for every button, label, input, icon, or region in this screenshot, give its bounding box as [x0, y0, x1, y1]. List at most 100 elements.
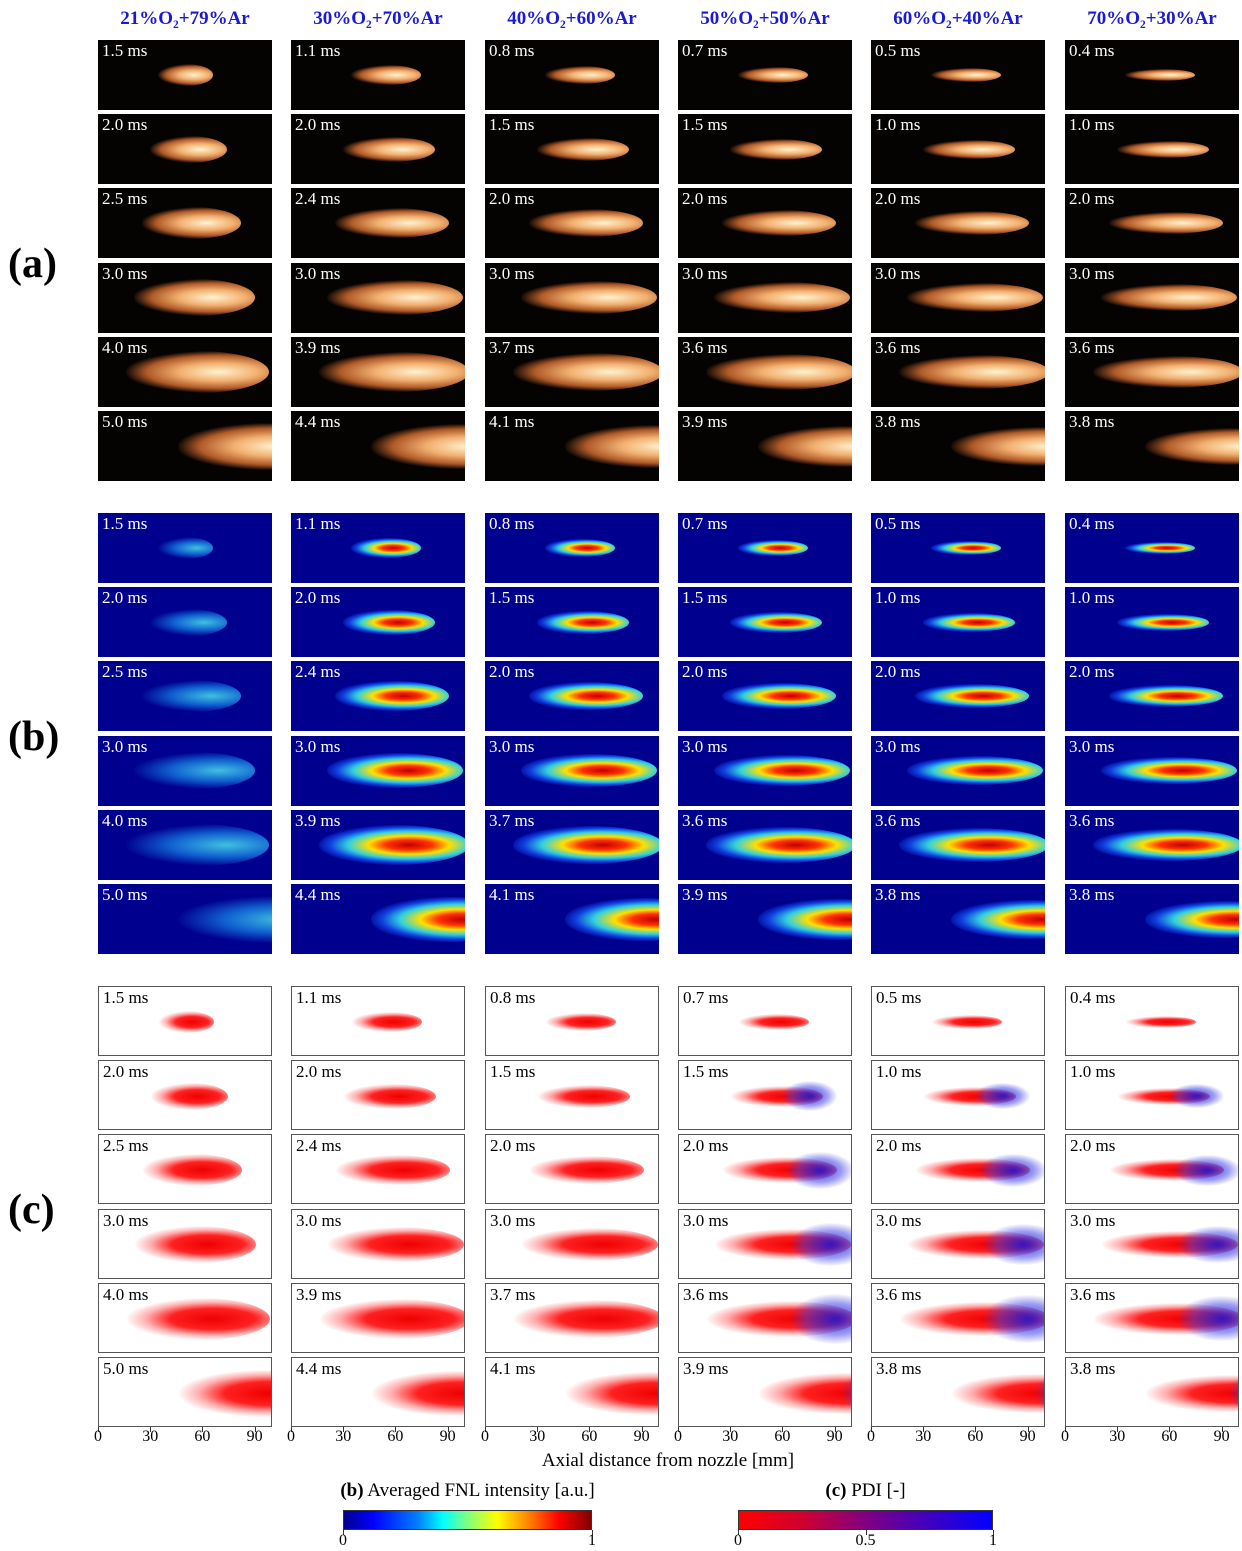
image-cell: 3.0 ms: [98, 262, 272, 333]
flame: [1145, 427, 1239, 465]
flame: [179, 1369, 271, 1417]
time-label: 3.6 ms: [876, 1284, 922, 1304]
image-cell: 3.9 ms: [678, 1357, 852, 1427]
image-cell: 3.6 ms: [871, 336, 1045, 407]
image-cell: 1.5 ms: [485, 587, 659, 658]
image-cell: 0.7 ms: [678, 513, 852, 583]
flame: [907, 283, 1043, 313]
flame-blue: [1176, 1225, 1238, 1264]
flame: [923, 139, 1015, 159]
image-cell: 3.6 ms: [871, 1282, 1045, 1353]
x-tick-mark: [150, 1427, 152, 1432]
flame: [738, 67, 808, 83]
image-cell: 3.6 ms: [678, 809, 852, 880]
flame: [566, 1371, 658, 1415]
time-label: 2.0 ms: [875, 662, 921, 682]
flame: [952, 1373, 1044, 1413]
time-label: 1.1 ms: [295, 514, 341, 533]
image-cell: 0.7 ms: [678, 40, 852, 110]
flame: [931, 68, 1001, 82]
image-cell: 2.0 ms: [485, 188, 659, 259]
flame: [738, 540, 808, 556]
time-label: 2.0 ms: [682, 662, 728, 682]
time-label: 1.0 ms: [875, 115, 921, 135]
time-label: 2.0 ms: [490, 1136, 536, 1156]
x-tick-label: 0: [867, 1428, 875, 1445]
time-label: 2.4 ms: [295, 662, 341, 682]
time-label: 1.5 ms: [682, 115, 728, 135]
time-label: 0.5 ms: [876, 988, 922, 1007]
flame: [159, 1011, 214, 1033]
time-label: 4.4 ms: [296, 1359, 342, 1378]
time-label: 1.0 ms: [1069, 115, 1115, 135]
image-cell: 3.8 ms: [871, 411, 1045, 481]
image-cell: 4.1 ms: [485, 1357, 659, 1427]
colorbar-tick: [343, 1530, 344, 1535]
image-cell: 2.0 ms: [871, 1134, 1045, 1205]
flame: [951, 899, 1045, 939]
x-tick-label: 60: [581, 1428, 598, 1445]
image-cell: 1.0 ms: [1065, 587, 1239, 658]
colorbar: [343, 1510, 592, 1530]
x-tick-mark: [589, 1427, 591, 1432]
colorbar-label: PDI [-]: [846, 1480, 906, 1501]
image-cell: 3.8 ms: [1065, 1357, 1239, 1427]
x-tick-label: 60: [387, 1428, 404, 1445]
x-tick-mark: [923, 1427, 925, 1432]
time-label: 1.5 ms: [683, 1062, 729, 1082]
time-label: 3.9 ms: [295, 810, 341, 830]
image-cell: 3.7 ms: [485, 809, 659, 880]
flame: [907, 756, 1043, 786]
flame: [1109, 685, 1223, 708]
image-cell: 0.8 ms: [485, 513, 659, 583]
flame: [1101, 757, 1237, 785]
flame-blue: [1168, 1084, 1224, 1109]
image-cell: 4.4 ms: [291, 411, 465, 481]
time-label: 3.8 ms: [875, 885, 921, 904]
flame: [529, 209, 643, 238]
flame: [730, 138, 822, 160]
flame: [351, 65, 421, 85]
flame: [135, 1226, 256, 1264]
time-label: 1.0 ms: [875, 588, 921, 608]
flame: [371, 423, 465, 469]
flame: [178, 422, 272, 470]
x-tick-mark: [782, 1427, 784, 1432]
x-tick-mark: [1117, 1427, 1119, 1432]
time-label: 4.0 ms: [103, 1284, 149, 1304]
flame: [336, 1155, 450, 1186]
colorbar-title: (c) PDI [-]: [825, 1480, 905, 1502]
flame: [1093, 828, 1239, 861]
x-tick-label: 60: [774, 1428, 791, 1445]
x-tick-label: 0: [94, 1428, 102, 1445]
image-cell: 3.6 ms: [871, 809, 1045, 880]
colorbar-tick: [592, 1530, 593, 1535]
time-label: 3.9 ms: [682, 412, 728, 431]
flame: [1117, 613, 1209, 631]
flame: [352, 1012, 422, 1032]
flame: [126, 350, 269, 393]
flame: [158, 537, 213, 559]
flame-blue: [982, 1224, 1044, 1265]
x-tick-label: 90: [826, 1428, 843, 1445]
flame-blue: [789, 1222, 851, 1267]
image-cell: 2.0 ms: [98, 587, 272, 658]
flame: [722, 683, 836, 710]
time-label: 5.0 ms: [102, 885, 148, 904]
image-cell: 3.0 ms: [678, 262, 852, 333]
flame: [1125, 69, 1195, 81]
flame-blue: [1172, 1154, 1238, 1186]
panel-label: (b): [8, 714, 60, 760]
colorbar-tick-label: 1: [588, 1532, 596, 1549]
image-cell: 0.5 ms: [871, 513, 1045, 583]
image-cell: 5.0 ms: [98, 884, 272, 954]
flame: [142, 680, 241, 713]
flame: [706, 826, 852, 863]
flame: [537, 137, 629, 161]
x-tick-mark: [678, 1427, 679, 1432]
x-tick-label: 30: [915, 1428, 932, 1445]
x-tick-label: 30: [722, 1428, 739, 1445]
time-label: 3.9 ms: [683, 1359, 729, 1378]
time-label: 2.0 ms: [682, 189, 728, 209]
time-label: 2.4 ms: [295, 189, 341, 209]
